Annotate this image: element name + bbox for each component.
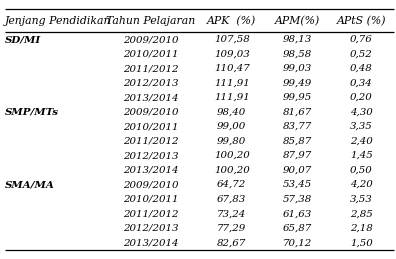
Text: 2013/2014: 2013/2014 bbox=[123, 166, 178, 175]
Text: 3,35: 3,35 bbox=[350, 122, 373, 131]
Text: 85,87: 85,87 bbox=[282, 137, 312, 146]
Text: APK  (%): APK (%) bbox=[207, 16, 256, 26]
Text: 3,53: 3,53 bbox=[350, 195, 373, 204]
Text: 2010/2011: 2010/2011 bbox=[123, 122, 178, 131]
Text: 2009/2010: 2009/2010 bbox=[123, 180, 178, 189]
Text: 98,58: 98,58 bbox=[282, 50, 312, 59]
Text: 2009/2010: 2009/2010 bbox=[123, 35, 178, 44]
Text: 99,49: 99,49 bbox=[282, 79, 312, 88]
Text: 2,18: 2,18 bbox=[350, 224, 373, 233]
Text: 57,38: 57,38 bbox=[282, 195, 312, 204]
Text: 2013/2014: 2013/2014 bbox=[123, 238, 178, 247]
Text: Tahun Pelajaran: Tahun Pelajaran bbox=[106, 16, 195, 26]
Text: 64,72: 64,72 bbox=[217, 180, 246, 189]
Text: 4,30: 4,30 bbox=[350, 108, 373, 117]
Text: 111,91: 111,91 bbox=[214, 93, 249, 102]
Text: 61,63: 61,63 bbox=[282, 209, 312, 218]
Text: 2,40: 2,40 bbox=[350, 137, 373, 146]
Text: 4,20: 4,20 bbox=[350, 180, 373, 189]
Text: 1,45: 1,45 bbox=[350, 151, 373, 160]
Text: 99,03: 99,03 bbox=[282, 64, 312, 73]
Text: 70,12: 70,12 bbox=[282, 238, 312, 247]
Text: 83,77: 83,77 bbox=[282, 122, 312, 131]
Text: 110,47: 110,47 bbox=[214, 64, 249, 73]
Text: APtS (%): APtS (%) bbox=[337, 16, 386, 26]
Text: 111,91: 111,91 bbox=[214, 79, 249, 88]
Text: 99,00: 99,00 bbox=[217, 122, 246, 131]
Text: 2010/2011: 2010/2011 bbox=[123, 195, 178, 204]
Text: SMA/MA: SMA/MA bbox=[5, 180, 55, 189]
Text: 2013/2014: 2013/2014 bbox=[123, 93, 178, 102]
Text: 73,24: 73,24 bbox=[217, 209, 246, 218]
Text: 2012/2013: 2012/2013 bbox=[123, 224, 178, 233]
Text: 2012/2013: 2012/2013 bbox=[123, 79, 178, 88]
Text: SMP/MTs: SMP/MTs bbox=[5, 108, 59, 117]
Text: 0,52: 0,52 bbox=[350, 50, 373, 59]
Text: 67,83: 67,83 bbox=[217, 195, 246, 204]
Text: 87,97: 87,97 bbox=[282, 151, 312, 160]
Text: 2012/2013: 2012/2013 bbox=[123, 151, 178, 160]
Text: 107,58: 107,58 bbox=[214, 35, 249, 44]
Text: 77,29: 77,29 bbox=[217, 224, 246, 233]
Text: 0,76: 0,76 bbox=[350, 35, 373, 44]
Text: 81,67: 81,67 bbox=[282, 108, 312, 117]
Text: 0,20: 0,20 bbox=[350, 93, 373, 102]
Text: Jenjang Pendidikan: Jenjang Pendidikan bbox=[5, 16, 111, 26]
Text: 2011/2012: 2011/2012 bbox=[123, 64, 178, 73]
Text: APM(%): APM(%) bbox=[274, 16, 320, 26]
Text: 99,95: 99,95 bbox=[282, 93, 312, 102]
Text: 2009/2010: 2009/2010 bbox=[123, 108, 178, 117]
Text: 0,34: 0,34 bbox=[350, 79, 373, 88]
Text: 109,03: 109,03 bbox=[214, 50, 249, 59]
Text: 0,50: 0,50 bbox=[350, 166, 373, 175]
Text: 65,87: 65,87 bbox=[282, 224, 312, 233]
Text: 100,20: 100,20 bbox=[214, 151, 249, 160]
Text: 98,13: 98,13 bbox=[282, 35, 312, 44]
Text: 53,45: 53,45 bbox=[282, 180, 312, 189]
Text: SD/MI: SD/MI bbox=[5, 35, 41, 44]
Text: 90,07: 90,07 bbox=[282, 166, 312, 175]
Text: 2010/2011: 2010/2011 bbox=[123, 50, 178, 59]
Text: 2011/2012: 2011/2012 bbox=[123, 209, 178, 218]
Text: 1,50: 1,50 bbox=[350, 238, 373, 247]
Text: 82,67: 82,67 bbox=[217, 238, 246, 247]
Text: 98,40: 98,40 bbox=[217, 108, 246, 117]
Text: 2011/2012: 2011/2012 bbox=[123, 137, 178, 146]
Text: 2,85: 2,85 bbox=[350, 209, 373, 218]
Text: 0,48: 0,48 bbox=[350, 64, 373, 73]
Text: 100,20: 100,20 bbox=[214, 166, 249, 175]
Text: 99,80: 99,80 bbox=[217, 137, 246, 146]
